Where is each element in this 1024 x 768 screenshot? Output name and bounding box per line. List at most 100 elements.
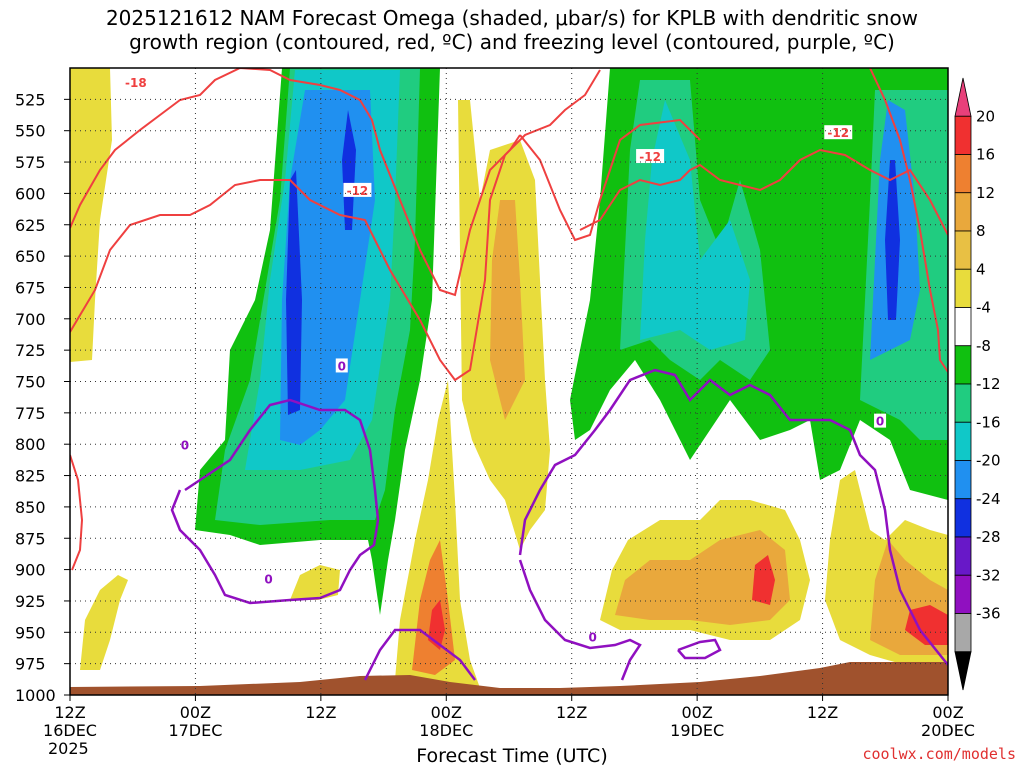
freezing-contour-mid bbox=[363, 628, 476, 681]
descent-region-lower-mid bbox=[290, 565, 340, 600]
colorbar-label: 20 bbox=[976, 107, 995, 125]
x-tick-label: 19DEC bbox=[670, 721, 724, 740]
contour-label-bg bbox=[178, 437, 191, 452]
colorbar-swatch bbox=[954, 421, 972, 461]
terrain bbox=[70, 662, 948, 695]
x-tick-label: 18DEC bbox=[419, 721, 473, 740]
contour-label: -12 bbox=[347, 184, 369, 198]
freezing-contour-left bbox=[170, 398, 380, 605]
descent-region-right-orange bbox=[615, 530, 790, 625]
colorbar-label: 8 bbox=[976, 222, 986, 240]
chart-title-line2: growth region (contoured, red, ºC) and f… bbox=[129, 30, 895, 54]
descent-region-center-orange bbox=[412, 540, 455, 675]
y-tick-label: 675 bbox=[15, 278, 46, 297]
y-tick-label: 650 bbox=[15, 247, 46, 266]
colorbar-label: 4 bbox=[976, 260, 986, 278]
y-tick-label: 625 bbox=[15, 216, 46, 235]
colorbar-bottom-arrow bbox=[954, 651, 972, 691]
freezing-contour-right-low bbox=[518, 559, 642, 681]
dgz-contour-upper bbox=[70, 68, 521, 297]
y-tick-label: 725 bbox=[15, 341, 46, 360]
contour-label-bg bbox=[335, 358, 348, 373]
contour-label: 0 bbox=[264, 573, 272, 587]
dgz-contour-right-b bbox=[519, 118, 701, 242]
y-tick-label: 875 bbox=[15, 529, 46, 548]
y-axis: 525 550 575 600 625 650 675 700 725 750 775 800 825 8… bbox=[15, 90, 70, 705]
descent-region-top-left bbox=[70, 68, 112, 362]
colorbar-label: -24 bbox=[976, 490, 1001, 508]
contour-labels: -18 -12 -12 -12 0 0 0 0 0 bbox=[121, 75, 887, 644]
colorbar-swatch bbox=[954, 154, 972, 194]
dgz-contour-far-right bbox=[869, 68, 948, 373]
x-axis-title: Forecast Time (UTC) bbox=[416, 745, 608, 767]
colorbar-swatch bbox=[954, 345, 972, 385]
ascent-core-right bbox=[885, 160, 900, 320]
credit-text: coolwx.com/models bbox=[862, 745, 1016, 763]
colorbar-swatch bbox=[954, 230, 972, 270]
descent-region-center bbox=[395, 380, 480, 688]
colorbar-label: -8 bbox=[976, 337, 991, 355]
y-tick-label: 700 bbox=[15, 310, 46, 329]
contour-label: 0 bbox=[181, 438, 189, 452]
colorbar-swatch bbox=[954, 307, 972, 347]
descent-region-mid-orange bbox=[490, 200, 525, 420]
contour-label: -12 bbox=[827, 126, 849, 140]
y-tick-label: 975 bbox=[15, 655, 46, 674]
colorbar-label: -16 bbox=[976, 413, 1001, 431]
x-tick-label: 00Z bbox=[180, 703, 211, 722]
y-tick-label: 800 bbox=[15, 435, 46, 454]
colorbar-label: 16 bbox=[976, 146, 995, 164]
colorbar-label: -32 bbox=[976, 566, 1001, 584]
contour-label-bg bbox=[121, 75, 150, 90]
x-tick-label: 16DEC bbox=[43, 721, 97, 740]
x-tick-label: 17DEC bbox=[168, 721, 222, 740]
colorbar-label: 12 bbox=[976, 184, 995, 202]
x-tick-label: 12Z bbox=[556, 703, 587, 722]
y-tick-label: 525 bbox=[15, 90, 46, 109]
colorbar-label: -12 bbox=[976, 375, 1001, 393]
chart-title-line1: 2025121612 NAM Forecast Omega (shaded, μ… bbox=[105, 6, 919, 30]
x-tick-label: 00Z bbox=[681, 703, 712, 722]
colorbar-label: -36 bbox=[976, 605, 1001, 623]
contour-label: -18 bbox=[125, 76, 147, 90]
y-tick-label: 850 bbox=[15, 498, 46, 517]
colorbar-swatch bbox=[954, 460, 972, 500]
ascent-core-left-b bbox=[342, 110, 356, 230]
colorbar-swatch bbox=[954, 192, 972, 232]
colorbar-swatch bbox=[954, 574, 972, 614]
descent-region-center-red bbox=[428, 600, 445, 650]
contour-label-bg bbox=[874, 413, 887, 428]
y-tick-label: 575 bbox=[15, 153, 46, 172]
y-tick-label: 1000 bbox=[15, 686, 56, 705]
x-tick-label: 00Z bbox=[431, 703, 462, 722]
colorbar-label: -20 bbox=[976, 452, 1001, 470]
x-tick-label: 20DEC bbox=[921, 721, 975, 740]
y-tick-label: 600 bbox=[15, 184, 46, 203]
colorbar-top-arrow bbox=[954, 77, 972, 117]
contour-label: 0 bbox=[338, 359, 346, 373]
colorbar-swatch bbox=[954, 268, 972, 308]
colorbar-label: -4 bbox=[976, 299, 991, 317]
contour-label-bg bbox=[262, 571, 275, 586]
colorbar-label: -28 bbox=[976, 528, 1001, 546]
y-tick-label: 825 bbox=[15, 467, 46, 486]
y-tick-label: 900 bbox=[15, 561, 46, 580]
dgz-contours bbox=[70, 68, 948, 571]
colorbar-swatch bbox=[954, 536, 972, 576]
contour-label: 0 bbox=[876, 415, 884, 429]
x-tick-label: 12Z bbox=[807, 703, 838, 722]
colorbar-swatch bbox=[954, 498, 972, 538]
dgz-contour-bottom-left bbox=[70, 454, 84, 571]
x-tick-label: 12Z bbox=[54, 703, 85, 722]
colorbar-swatch bbox=[954, 383, 972, 423]
contour-label-bg bbox=[824, 125, 853, 140]
ascent-core-left-a bbox=[286, 170, 302, 415]
colorbar: 20 16 12 8 4 -4 -8 -12 -16 -20 -24 -28 -32 -36 bbox=[954, 77, 1001, 691]
contour-label-bg bbox=[586, 629, 599, 644]
y-tick-label: 775 bbox=[15, 404, 46, 423]
x-tick-label: 2025 bbox=[48, 739, 89, 758]
colorbar-swatch bbox=[954, 115, 972, 155]
freezing-contour-blob bbox=[677, 638, 722, 660]
